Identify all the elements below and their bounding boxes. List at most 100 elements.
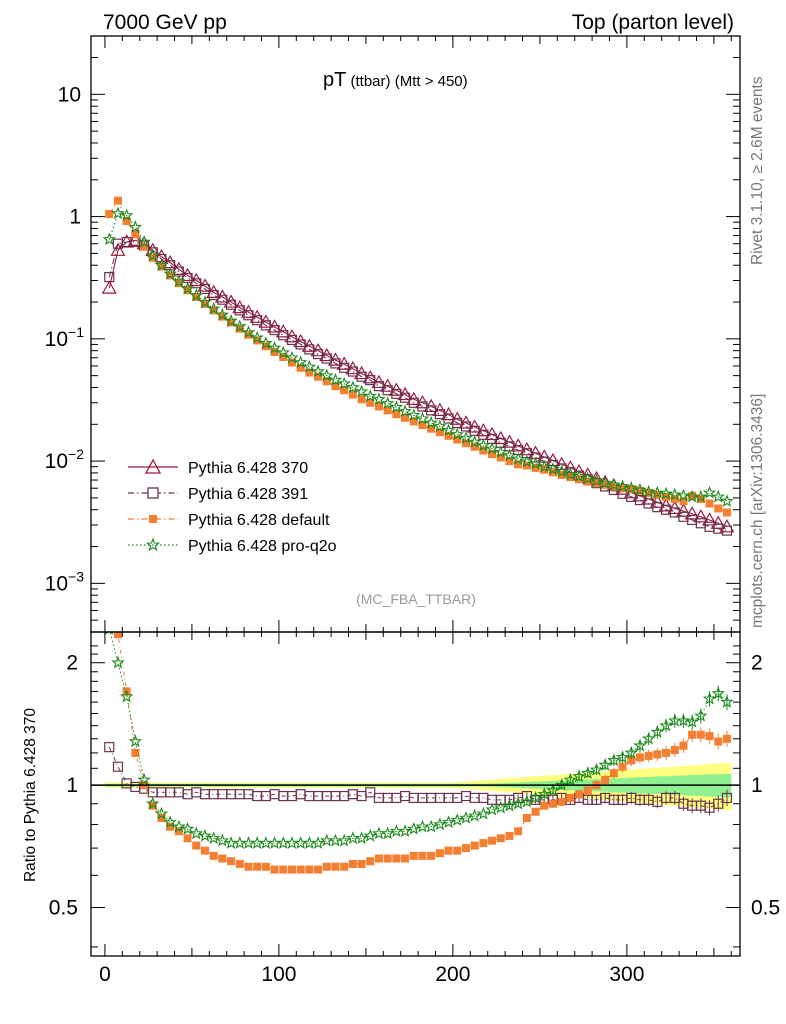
ratio-series-1-point-32 <box>383 854 392 863</box>
ratio-series-2-point-43 <box>476 806 491 820</box>
series-2-point-51 <box>548 468 557 477</box>
axes: 0 100 200 300 10−3 10−2 10−1 1 10 0.5 0.5 1 1 2 2 <box>45 35 780 986</box>
series-2-point-4 <box>140 242 149 251</box>
series-2-point-47 <box>514 460 523 469</box>
mcplots-text: mcplots.cern.ch [arXiv:1306.3436] <box>749 394 766 628</box>
ratio-series-2-point-6 <box>154 806 169 820</box>
series-0-point-12 <box>206 284 222 298</box>
series-2-point-46 <box>505 457 514 466</box>
ratio-series-1-point-18 <box>261 862 270 871</box>
series-0-point-13 <box>214 289 230 303</box>
series-3-point-59 <box>615 479 630 493</box>
ratio-series-0-point-28 <box>347 789 358 800</box>
series-0-point-14 <box>223 294 239 308</box>
ratio-series-2-point-8 <box>172 819 186 833</box>
series-0-point-34 <box>397 386 413 401</box>
series-3-point-14 <box>224 313 238 327</box>
series-2-point-41 <box>461 439 470 448</box>
y-tick-label: 10−1 <box>45 324 85 351</box>
ratio-series-1-point-58 <box>609 769 618 778</box>
series-2-point-52 <box>557 470 566 479</box>
ratio-y-tick-label-right: 1 <box>751 774 763 797</box>
ratio-y-tick-label-left: 2 <box>66 652 78 675</box>
ratio-series-1-point-47 <box>514 827 523 836</box>
series-3-point-27 <box>337 376 351 390</box>
ratio-series-1-point-21 <box>287 865 296 874</box>
ratio-series-2-point-35 <box>406 821 421 835</box>
series-0-point-16 <box>240 304 256 318</box>
ratio-series-1-point-57 <box>601 775 610 784</box>
ratio-series-0-point-33 <box>391 792 402 804</box>
series-3-point-6 <box>154 258 169 271</box>
ratio-y-tick-label-left: 1 <box>66 774 78 797</box>
ratio-series-1-point-53 <box>566 793 575 802</box>
ratio-series-2-point-36 <box>415 819 430 833</box>
series-2-point-69 <box>705 499 714 508</box>
series-3-point-4 <box>137 234 151 248</box>
ratio-series-2-point-30 <box>363 828 378 842</box>
series-0-point-25 <box>319 347 335 362</box>
series-2-point-39 <box>444 431 453 440</box>
ratio-series-2-point-20 <box>276 835 290 849</box>
series-2-point-35 <box>409 417 418 426</box>
ratio-series-2-point-33 <box>389 824 404 837</box>
legend-entry-pro-q2o: Pythia 6.428 pro-q2o <box>128 537 337 555</box>
ratio-series-2-point-64 <box>659 718 673 732</box>
series-2-point-22 <box>296 363 305 372</box>
ratio-series-1-point-52 <box>557 797 566 806</box>
ratio-series-1-point-36 <box>418 851 427 860</box>
ratio-series-1-point-40 <box>453 846 462 855</box>
ratio-series-0-point-30 <box>365 787 376 798</box>
ratio-series-1-point-25 <box>322 862 331 871</box>
series-line-3 <box>108 212 728 502</box>
series-3-point-40 <box>450 427 464 441</box>
ratio-series-1-point-12 <box>209 851 218 860</box>
series-0-point-44 <box>484 426 500 441</box>
series-2-point-9 <box>183 286 192 295</box>
ratio-series-2-point-63 <box>650 724 665 738</box>
series-3-point-1 <box>111 206 125 220</box>
y-tick-label: 10−3 <box>45 568 85 595</box>
ratio-series-1-point-39 <box>444 846 453 855</box>
series-3-point-3 <box>128 219 143 233</box>
ratio-series-2-point-9 <box>180 821 195 835</box>
series-2-point-44 <box>488 450 497 459</box>
ratio-series-2-point-37 <box>424 819 438 833</box>
series-2-point-57 <box>601 480 610 489</box>
ratio-series-2-point-42 <box>467 808 482 822</box>
ratio-series-1 <box>113 632 731 874</box>
series-2-point-71 <box>722 508 731 517</box>
series-2-point-19 <box>270 348 279 357</box>
ratio-series-1-point-7 <box>166 822 175 831</box>
ratio-series-2-point-24 <box>311 835 325 849</box>
ratio-series-1-point-46 <box>505 831 514 840</box>
series-3-point-11 <box>198 295 212 309</box>
series-3-point-56 <box>589 473 604 487</box>
series-2-point-3 <box>131 230 140 239</box>
series-2-point-50 <box>540 465 549 474</box>
header-right: Top (parton level) <box>572 11 734 34</box>
ratio-series-2-point-25 <box>319 833 334 847</box>
series-3-point-13 <box>215 307 230 321</box>
ratio-series-1-point-67 <box>688 730 697 739</box>
ratio-series-2-point-32 <box>380 826 395 840</box>
series-2-point-27 <box>340 386 349 395</box>
series-1 <box>104 236 733 536</box>
series-2-point-26 <box>331 382 340 391</box>
ratio-series-2-point-10 <box>189 826 203 840</box>
series-3-point-71 <box>720 494 734 507</box>
series-2-point-43 <box>479 446 488 455</box>
ratio-series-0 <box>104 742 733 816</box>
series-3-point-52 <box>554 464 569 478</box>
series-3-point-48 <box>520 454 534 468</box>
ratio-series-2-point-47 <box>511 796 525 810</box>
series-2-point-30 <box>366 398 375 407</box>
series-2-point-1 <box>113 196 122 205</box>
series-0-point-11 <box>197 278 213 292</box>
series-3-point-38 <box>433 419 447 433</box>
series-3-point-42 <box>467 435 482 448</box>
ratio-series-1-point-17 <box>253 862 262 871</box>
series-3-point-31 <box>372 392 386 406</box>
series-2-point-34 <box>401 413 410 422</box>
